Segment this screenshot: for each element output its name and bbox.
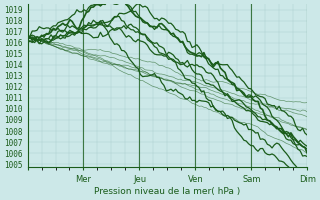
X-axis label: Pression niveau de la mer( hPa ): Pression niveau de la mer( hPa ) xyxy=(94,187,241,196)
